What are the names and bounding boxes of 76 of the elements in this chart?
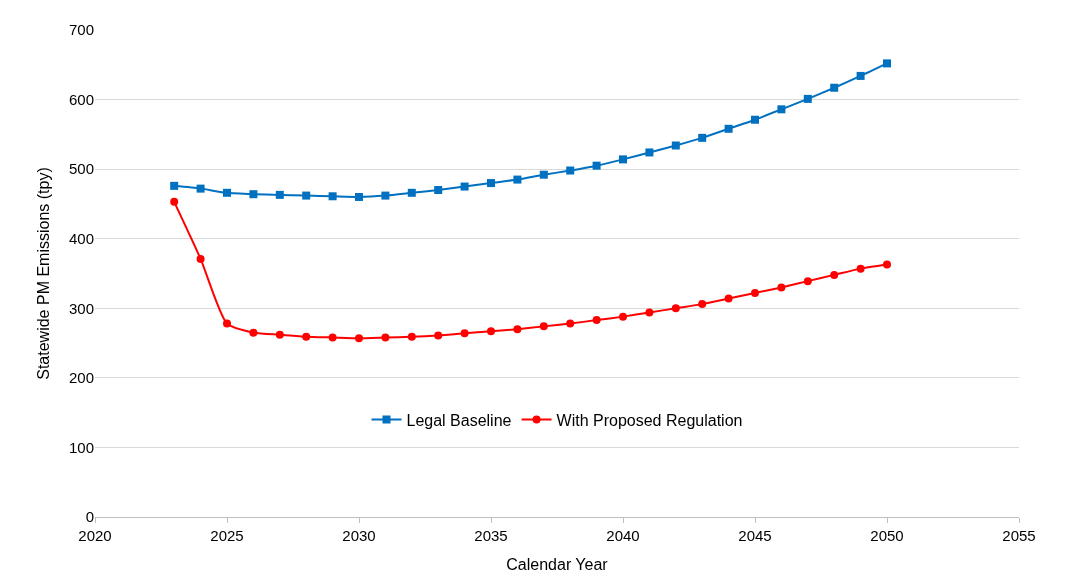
point [434,331,443,340]
x-tick-label: 2050 [870,527,904,544]
point [328,333,337,342]
point [856,71,865,80]
x-tick-label: 2025 [210,527,244,544]
point [249,190,258,199]
point [724,124,733,133]
point [698,133,707,142]
y-tick-label: 600 [68,90,94,108]
point [645,308,654,317]
point [592,316,601,325]
y-tick-label: 100 [68,438,94,456]
x-tick-label: 2045 [738,527,772,544]
y-tick-label: 500 [68,160,94,178]
point [381,191,390,200]
point [487,327,495,336]
y-tick-label: 700 [68,21,94,39]
point [619,312,627,321]
point [302,332,311,341]
point [487,179,495,188]
point [566,166,575,175]
x-tick-label: 2030 [342,527,376,544]
point [196,184,205,193]
point [803,94,812,103]
point [275,330,284,339]
point [434,186,443,195]
y-tick-label: 200 [68,369,94,387]
point [830,83,839,92]
x-tick-label: 2040 [606,527,640,544]
point [302,191,311,200]
point [883,59,891,68]
x-axis-title: Calendar Year [506,555,609,573]
point [407,188,416,197]
point [830,270,839,279]
point [698,300,707,309]
point [249,328,258,337]
point [777,105,786,114]
point [539,170,548,179]
legend-label: With Proposed Regulation [556,411,743,429]
point [513,325,522,334]
point [883,260,891,269]
y-tick-label: 300 [68,299,94,317]
y-tick-label: 0 [85,508,94,526]
point [275,190,284,199]
point [223,188,231,197]
x-tick-label: 2020 [78,527,112,544]
point [751,115,759,124]
point [645,148,654,157]
point [671,304,680,313]
x-tick-label: 2055 [1002,527,1036,544]
point [170,197,179,206]
point [539,322,548,331]
x-tick-label: 2035 [474,527,508,544]
point [513,175,522,184]
point [856,264,865,273]
point [460,329,469,338]
point [592,161,601,170]
point [328,192,337,201]
point [803,277,812,286]
point [751,288,759,297]
y-axis-title: Statewide PM Emissions (tpy) [34,167,52,380]
point [671,141,680,150]
point [381,333,390,342]
point [355,192,363,201]
point [196,254,205,263]
point [777,283,786,292]
point [724,294,733,303]
y-tick-label: 400 [68,229,94,247]
point [566,319,575,328]
point [619,155,627,164]
point [460,182,469,191]
point [407,332,416,341]
legend-label: Legal Baseline [406,411,512,429]
point [223,319,231,328]
point [355,334,363,343]
point [170,181,179,190]
